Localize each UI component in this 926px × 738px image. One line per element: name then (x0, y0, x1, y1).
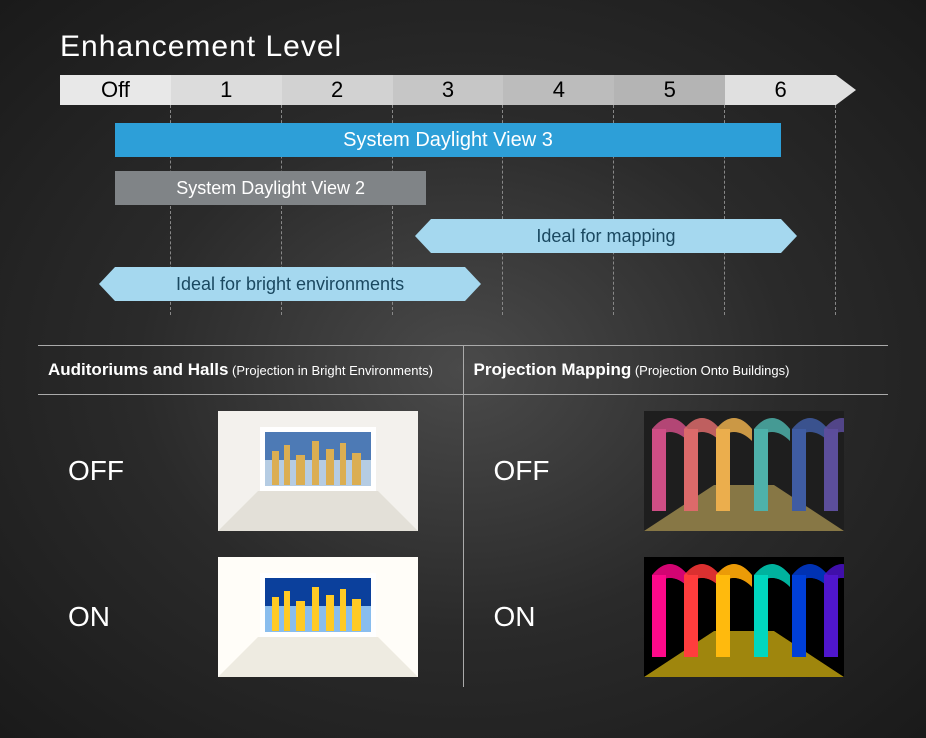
page-title: Enhancement Level (60, 30, 342, 64)
comparison-column: Projection Mapping (Projection Onto Buil… (464, 346, 889, 687)
axis-tick: 4 (503, 75, 614, 105)
bar-label: Ideal for mapping (536, 226, 675, 247)
level-bar: Ideal for mapping (431, 219, 780, 253)
bar-label: Ideal for bright environments (176, 274, 404, 295)
level-bar: Ideal for bright environments (115, 267, 464, 301)
axis-tick: 2 (282, 75, 393, 105)
state-label: OFF (494, 455, 634, 487)
comparison-table: Auditoriums and Halls (Projection in Bri… (38, 345, 888, 687)
axis-tick: 3 (393, 75, 504, 105)
bar-label: System Daylight View 2 (176, 178, 365, 199)
state-row: ON (464, 541, 889, 687)
enhancement-axis: Off123456 System Daylight View 3 System D… (60, 75, 836, 315)
bar-label: System Daylight View 3 (343, 129, 553, 152)
thumbnail (218, 557, 418, 677)
level-bar: System Daylight View 2 (115, 171, 425, 205)
state-row: ON (38, 541, 463, 687)
state-row: OFF (38, 395, 463, 541)
state-row: OFF (464, 395, 889, 541)
column-header: Projection Mapping (Projection Onto Buil… (464, 346, 889, 395)
state-label: ON (494, 601, 634, 633)
thumbnail (644, 557, 844, 677)
column-header: Auditoriums and Halls (Projection in Bri… (38, 346, 463, 395)
axis-tick: 1 (171, 75, 282, 105)
axis-tick: 6 (725, 75, 836, 105)
state-label: ON (68, 601, 208, 633)
level-bar: System Daylight View 3 (115, 123, 780, 157)
state-label: OFF (68, 455, 208, 487)
axis-tick: Off (60, 75, 171, 105)
thumbnail (218, 411, 418, 531)
axis-tick: 5 (614, 75, 725, 105)
comparison-column: Auditoriums and Halls (Projection in Bri… (38, 346, 463, 687)
thumbnail (644, 411, 844, 531)
